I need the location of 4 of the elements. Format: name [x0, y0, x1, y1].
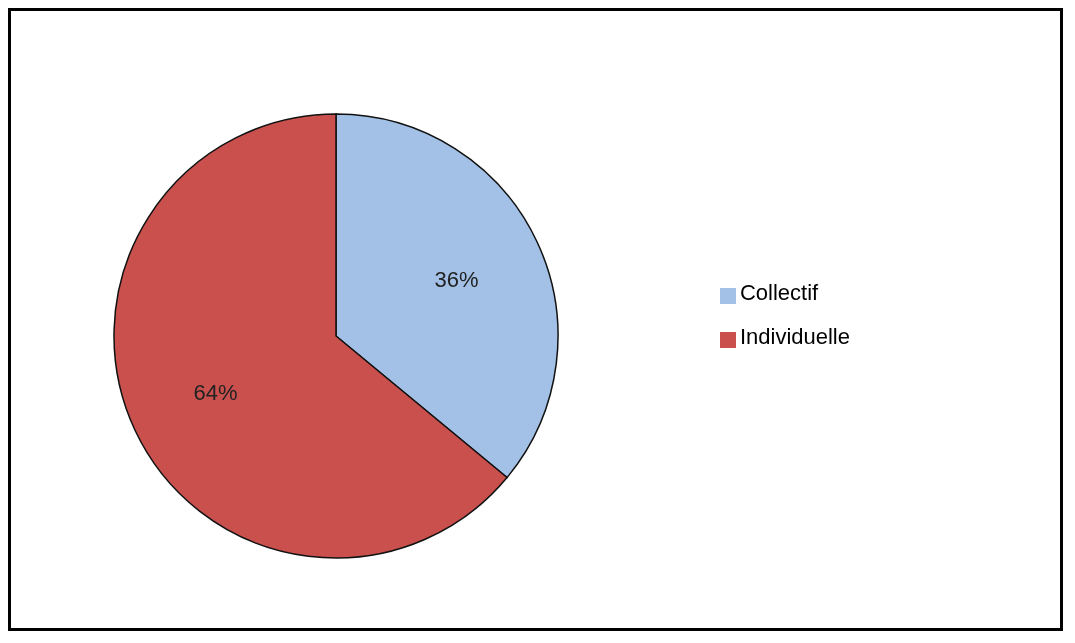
data-label: 64% — [193, 380, 238, 406]
legend-label: Collectif — [739, 280, 819, 305]
legend-label: Individuelle — [739, 324, 850, 349]
data-label: 36% — [434, 266, 479, 292]
